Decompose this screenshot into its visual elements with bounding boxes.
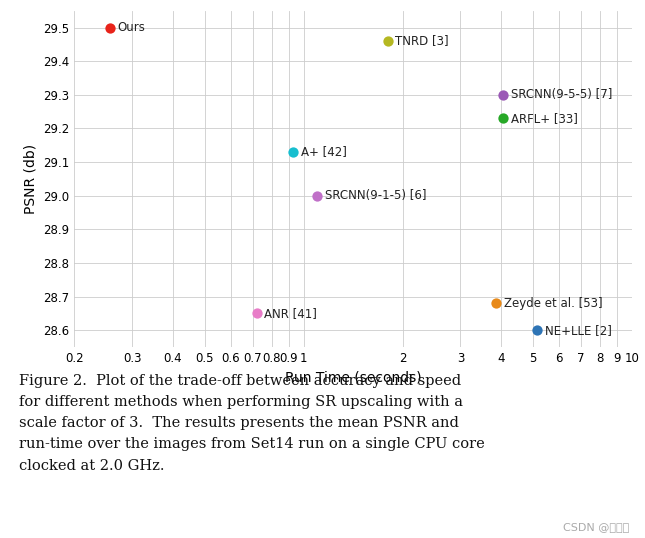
- Y-axis label: PSNR (db): PSNR (db): [23, 144, 37, 214]
- Text: ARFL+ [33]: ARFL+ [33]: [511, 112, 578, 125]
- Point: [252, 309, 262, 318]
- Text: NE+LLE [2]: NE+LLE [2]: [545, 324, 612, 337]
- Text: CSDN @十小大: CSDN @十小大: [562, 521, 629, 532]
- Point: [288, 148, 299, 157]
- Point: [498, 114, 508, 123]
- Text: Figure 2.  Plot of the trade-off between accuracy and speed
for different method: Figure 2. Plot of the trade-off between …: [19, 374, 485, 472]
- Text: SRCNN(9-1-5) [6]: SRCNN(9-1-5) [6]: [325, 189, 426, 202]
- Text: A+ [42]: A+ [42]: [301, 145, 347, 159]
- Point: [312, 192, 322, 200]
- Point: [532, 326, 542, 335]
- Point: [104, 23, 115, 32]
- X-axis label: Run Time (seconds): Run Time (seconds): [285, 371, 421, 385]
- Text: ANR [41]: ANR [41]: [264, 307, 317, 320]
- Point: [498, 90, 508, 99]
- Text: Ours: Ours: [117, 21, 146, 34]
- Text: SRCNN(9-5-5) [7]: SRCNN(9-5-5) [7]: [511, 88, 612, 101]
- Text: Zeyde et al. [53]: Zeyde et al. [53]: [504, 297, 602, 310]
- Point: [382, 37, 393, 45]
- Point: [491, 299, 501, 308]
- Text: TNRD [3]: TNRD [3]: [395, 34, 449, 47]
